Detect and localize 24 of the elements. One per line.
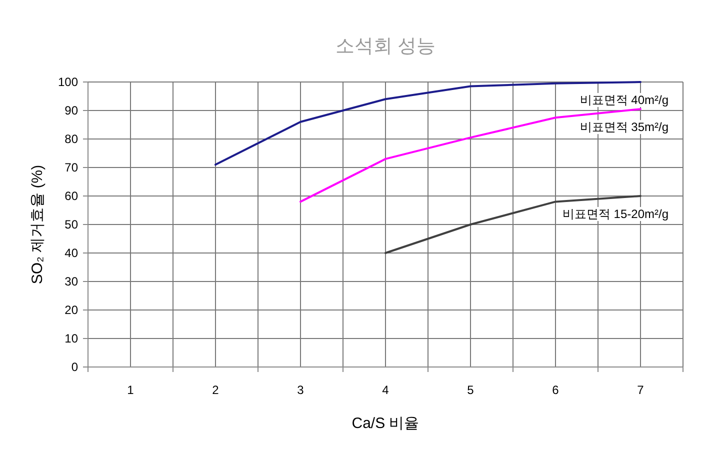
chart-title: 소석회 성능 (335, 36, 436, 57)
x-tick-label: 7 (637, 383, 644, 397)
y-tick-label: 90 (64, 104, 78, 118)
y-tick-label: 40 (64, 246, 78, 260)
y-tick-label: 60 (64, 189, 78, 203)
y-tick-label: 50 (64, 218, 78, 232)
x-tick-label: 5 (467, 383, 474, 397)
y-tick-label: 80 (64, 132, 78, 146)
x-tick-label: 1 (127, 383, 134, 397)
series-label: 비표면적 15-20m²/g (562, 207, 668, 221)
x-tick-label: 4 (382, 383, 390, 397)
x-tick-label: 3 (297, 383, 304, 397)
y-tick-label: 10 (64, 332, 78, 346)
y-tick-label: 30 (64, 274, 78, 288)
x-axis-title: Ca/S 비율 (352, 415, 420, 432)
y-axis-title: SO₂ 제거효율 (%) (29, 164, 46, 284)
y-tick-label: 70 (64, 160, 78, 174)
y-tick-label: 0 (71, 360, 78, 374)
y-tick-label: 20 (64, 303, 78, 317)
series-label: 비표면적 35m²/g (580, 120, 668, 134)
y-tick-label: 100 (58, 75, 78, 89)
x-tick-label: 2 (212, 383, 220, 397)
x-tick-label: 6 (552, 383, 560, 397)
series-label: 비표면적 40m²/g (580, 93, 668, 107)
